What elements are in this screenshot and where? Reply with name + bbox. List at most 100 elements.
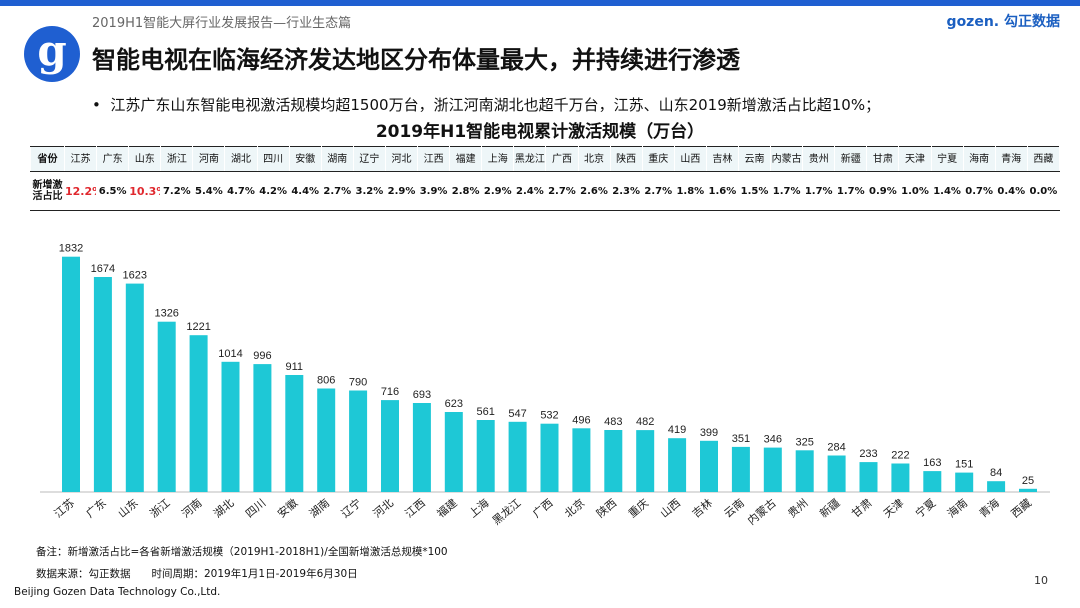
bar-黑龙江 xyxy=(508,421,527,492)
bar-湖北 xyxy=(221,361,240,492)
province-cell: 重庆 xyxy=(641,146,675,172)
data-label: 151 xyxy=(955,459,973,471)
province-cell: 山西 xyxy=(673,146,707,172)
data-label: 325 xyxy=(796,436,814,448)
category-label: 重庆 xyxy=(625,496,651,521)
province-cell: 江苏 xyxy=(63,146,98,172)
share-cell: 0.0% xyxy=(1026,171,1061,211)
data-label: 346 xyxy=(764,434,782,446)
bar-广东 xyxy=(93,277,112,492)
province-cell: 云南 xyxy=(737,146,772,172)
share-table: 省份 江苏 广东 山东 浙江 河南 湖北 四川 安徽 湖南 辽宁 河北 江西 福建 上海 黑龙江 广西 北京 陕西… xyxy=(30,146,1061,211)
category-label: 西藏 xyxy=(1009,496,1034,520)
bar-西藏 xyxy=(1019,488,1037,492)
source-text: 数据来源：勾正数据 时间周期：2019年1月1日-2019年6月30日 xyxy=(36,568,358,580)
share-cell: 1.4% xyxy=(930,171,964,211)
province-cell: 辽宁 xyxy=(352,146,386,172)
category-label: 北京 xyxy=(561,496,587,521)
province-cell: 西藏 xyxy=(1026,146,1061,172)
bullet-point: • 江苏广东山东智能电视激活规模均超1500万台，浙江河南湖北也超千万台，江苏、… xyxy=(92,96,881,114)
province-cell: 上海 xyxy=(481,146,515,172)
share-cell: 2.7% xyxy=(320,171,354,211)
province-cell: 河北 xyxy=(384,146,419,172)
bar-贵州 xyxy=(795,450,814,492)
province-cell: 贵州 xyxy=(802,146,836,172)
category-label: 天津 xyxy=(881,496,906,520)
data-label: 1326 xyxy=(154,308,178,320)
bar-山西 xyxy=(668,438,687,492)
bar-山东 xyxy=(125,283,144,492)
share-cell: 2.7% xyxy=(641,171,675,211)
share-cell: 1.7% xyxy=(802,171,836,211)
bar-云南 xyxy=(731,446,750,492)
province-cell: 陕西 xyxy=(609,146,643,172)
data-label: 163 xyxy=(923,457,941,469)
category-label: 黑龙江 xyxy=(490,496,524,527)
data-label: 25 xyxy=(1022,475,1034,487)
share-cell: 1.8% xyxy=(673,171,707,211)
bar-广西 xyxy=(540,423,559,492)
category-label: 吉林 xyxy=(689,496,715,521)
share-cell: 12.2% xyxy=(63,171,98,211)
province-cell: 浙江 xyxy=(160,146,194,172)
data-label: 284 xyxy=(827,442,845,454)
data-label: 561 xyxy=(477,406,495,418)
bar-河北 xyxy=(381,400,399,492)
category-label: 浙江 xyxy=(147,496,172,520)
category-label: 四川 xyxy=(243,496,268,520)
province-cell: 海南 xyxy=(962,146,996,172)
bar-青海 xyxy=(987,481,1006,492)
bar-辽宁 xyxy=(349,390,368,492)
table-title: 2019年H1智能电视累计激活规模（万台） xyxy=(375,122,705,142)
bar-上海 xyxy=(476,420,495,492)
category-label: 海南 xyxy=(944,496,970,521)
province-cell: 广西 xyxy=(545,146,579,172)
share-cell: 0.7% xyxy=(962,171,996,211)
province-cell: 江西 xyxy=(417,146,451,172)
category-label: 甘肃 xyxy=(849,496,874,520)
province-cell: 内蒙古 xyxy=(770,146,804,172)
data-label: 532 xyxy=(540,410,558,422)
category-label: 陕西 xyxy=(593,496,619,521)
share-cell: 5.4% xyxy=(192,171,226,211)
province-cell: 天津 xyxy=(898,146,932,172)
page-title: 智能电视在临海经济发达地区分布体量最大，并持续进行渗透 xyxy=(92,46,740,74)
bar-天津 xyxy=(891,463,910,492)
data-label: 351 xyxy=(732,433,750,445)
category-label: 云南 xyxy=(722,496,747,520)
province-row: 省份 江苏 广东 山东 浙江 河南 湖北 四川 安徽 湖南 辽宁 河北 江西 福建 上海 黑龙江 广西 北京 陕西… xyxy=(30,146,1061,172)
category-label: 贵州 xyxy=(785,496,810,520)
category-label: 江苏 xyxy=(52,496,77,520)
data-label: 716 xyxy=(381,386,399,398)
data-label: 790 xyxy=(349,377,367,389)
bar-湖南 xyxy=(317,388,336,492)
province-cell: 北京 xyxy=(577,146,611,172)
data-label: 496 xyxy=(572,414,590,426)
data-label: 806 xyxy=(317,375,335,387)
province-cell: 宁夏 xyxy=(930,146,964,172)
category-label: 内蒙古 xyxy=(744,496,778,528)
province-cell: 安徽 xyxy=(288,146,322,172)
bar-浙江 xyxy=(157,321,176,492)
share-cell: 2.4% xyxy=(513,171,547,211)
category-label: 新疆 xyxy=(817,496,843,521)
bar-宁夏 xyxy=(923,471,942,492)
share-cell: 7.2% xyxy=(160,171,194,211)
category-label: 山西 xyxy=(658,496,683,520)
bar-江西 xyxy=(412,403,431,492)
category-label: 青海 xyxy=(976,496,1002,521)
data-label: 911 xyxy=(286,361,304,373)
data-label: 233 xyxy=(859,448,877,460)
province-cell: 甘肃 xyxy=(866,146,900,172)
data-label: 1832 xyxy=(59,243,83,255)
data-label: 693 xyxy=(413,389,431,401)
category-label: 河北 xyxy=(371,496,396,520)
share-cell: 2.8% xyxy=(449,171,483,211)
share-cell: 2.3% xyxy=(609,171,643,211)
bar-重庆 xyxy=(636,430,655,492)
province-header: 省份 xyxy=(30,146,65,172)
share-cell: 4.2% xyxy=(256,171,290,211)
share-cell: 3.9% xyxy=(417,171,451,211)
bar-甘肃 xyxy=(859,462,878,492)
share-cell: 0.4% xyxy=(994,171,1028,211)
